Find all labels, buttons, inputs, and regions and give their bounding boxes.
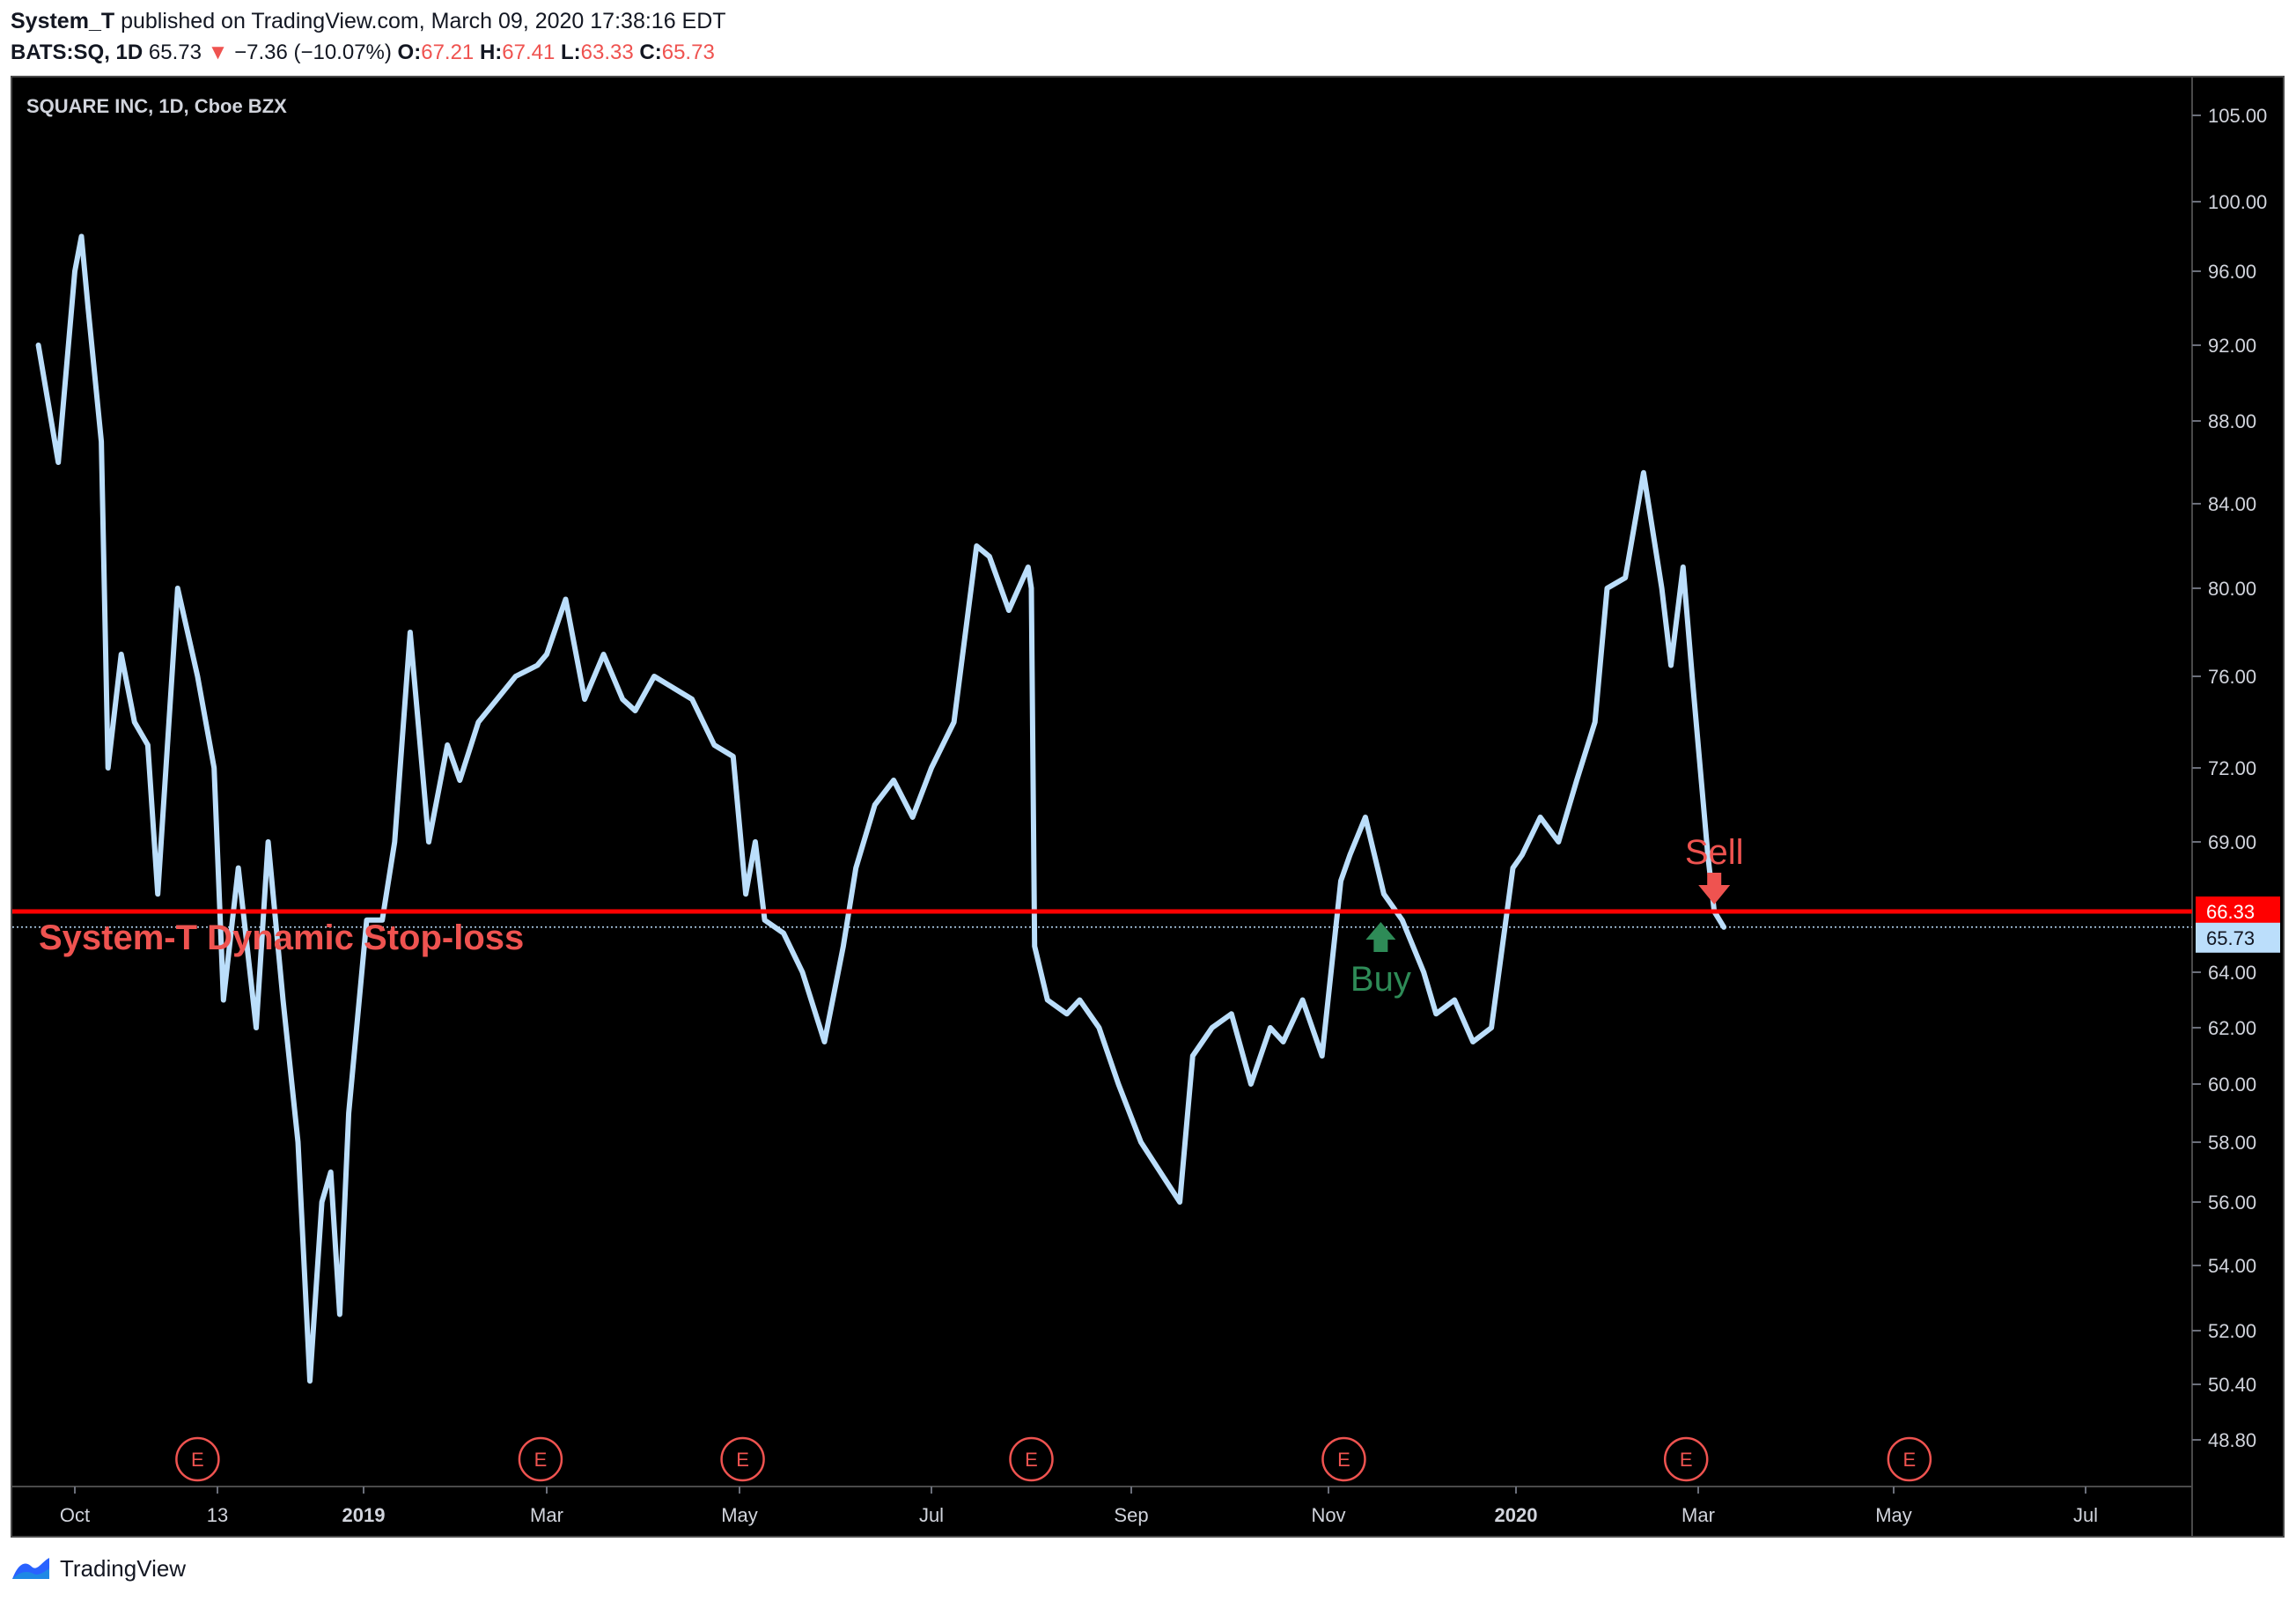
earnings-marker-label: E [534, 1449, 548, 1471]
close-label: C: [639, 41, 662, 64]
time-tick-label: Mar [530, 1504, 563, 1526]
author-name[interactable]: System_T [11, 9, 115, 33]
earnings-marker-label: E [1337, 1449, 1350, 1471]
price-tick-label: 69.00 [2208, 831, 2256, 853]
time-tick-label: Jul [2073, 1504, 2098, 1526]
earnings-marker[interactable] [1321, 1436, 1366, 1482]
tradingview-brand[interactable]: TradingView [60, 1554, 187, 1582]
price-line[interactable] [35, 233, 1727, 1384]
ohlc-line: BATS:SQ, 1D 65.73 ▼ −7.36 (−10.07%) O:67… [11, 37, 726, 69]
time-tick-label: Jul [919, 1504, 944, 1526]
earnings-marker-label: E [736, 1449, 749, 1471]
earnings-marker-label: E [191, 1449, 204, 1471]
earnings-marker[interactable] [175, 1436, 220, 1482]
stop-loss-label: System-T Dynamic Stop-loss [39, 919, 524, 957]
time-tick-label: 2019 [342, 1504, 386, 1526]
publish-line: System_T published on TradingView.com, M… [11, 5, 726, 37]
time-tick-label: May [721, 1504, 758, 1526]
price-badge-label: 65.73 [2206, 927, 2255, 949]
earnings-marker-label: E [1903, 1449, 1917, 1471]
buy-arrow-icon [1365, 922, 1396, 953]
price-tick-label: 100.00 [2208, 191, 2267, 213]
high-value: 67.41 [502, 41, 556, 64]
low-label: L: [561, 41, 581, 64]
price-tick-label: 72.00 [2208, 757, 2256, 779]
earnings-marker[interactable] [518, 1436, 563, 1482]
price-tick-label: 76.00 [2208, 666, 2256, 688]
time-tick-label: Nov [1311, 1504, 1345, 1526]
down-arrow-icon: ▼ [207, 41, 229, 64]
price-tick-label: 96.00 [2208, 261, 2256, 283]
earnings-marker[interactable] [1663, 1436, 1709, 1482]
high-label: H: [479, 41, 503, 64]
price-chart[interactable]: SQUARE INC, 1D, Cboe BZX 105.00 100.00 96.0… [11, 76, 2285, 1538]
open-label: O: [397, 41, 422, 64]
symbol-label: BATS:SQ, 1D [11, 41, 144, 64]
last-price: 65.73 [148, 41, 202, 64]
earnings-marker-label: E [1025, 1449, 1038, 1471]
price-tick-label: 52.00 [2208, 1320, 2256, 1342]
price-tick-label: 58.00 [2208, 1132, 2256, 1154]
price-tick-label: 92.00 [2208, 335, 2256, 357]
time-tick-label: 13 [207, 1504, 228, 1526]
close-value: 65.73 [661, 41, 715, 64]
price-change: −7.36 (−10.07%) [234, 41, 392, 64]
chart-header: System_T published on TradingView.com, M… [11, 5, 726, 69]
time-tick-label: Mar [1682, 1504, 1715, 1526]
price-tick-label: 56.00 [2208, 1192, 2256, 1214]
price-badge-label: 66.33 [2206, 901, 2255, 923]
price-badge [2196, 922, 2280, 953]
chart-frame [11, 76, 2285, 1538]
sell-signal-label: Sell [1685, 833, 1744, 872]
price-tick-label: 80.00 [2208, 578, 2256, 600]
earnings-marker[interactable] [720, 1436, 765, 1482]
earnings-marker[interactable] [1887, 1436, 1932, 1482]
price-tick-label: 88.00 [2208, 410, 2256, 432]
price-tick-label: 84.00 [2208, 493, 2256, 515]
earnings-marker[interactable] [1009, 1436, 1054, 1482]
earnings-marker-label: E [1680, 1449, 1693, 1471]
time-tick-label: Oct [60, 1504, 90, 1526]
footer: TradingView [11, 1548, 186, 1589]
time-tick-label: Sep [1114, 1504, 1148, 1526]
time-tick-label: May [1875, 1504, 1912, 1526]
tradingview-logo-icon[interactable] [11, 1556, 51, 1581]
price-tick-label: 60.00 [2208, 1073, 2256, 1096]
price-tick-label: 54.00 [2208, 1255, 2256, 1277]
price-tick-label: 64.00 [2208, 962, 2256, 984]
price-badge [2196, 896, 2280, 927]
buy-signal-label: Buy [1350, 960, 1411, 999]
chart-title: SQUARE INC, 1D, Cboe BZX [26, 95, 287, 117]
price-tick-label: 48.80 [2208, 1429, 2256, 1451]
price-tick-label: 105.00 [2208, 105, 2267, 127]
sell-arrow-icon [1698, 873, 1731, 905]
open-value: 67.21 [421, 41, 475, 64]
price-tick-label: 62.00 [2208, 1017, 2256, 1039]
time-tick-label: 2020 [1495, 1504, 1538, 1526]
published-text: published on TradingView.com, March 09, … [121, 9, 726, 33]
price-tick-label: 50.40 [2208, 1374, 2256, 1396]
low-value: 63.33 [580, 41, 634, 64]
